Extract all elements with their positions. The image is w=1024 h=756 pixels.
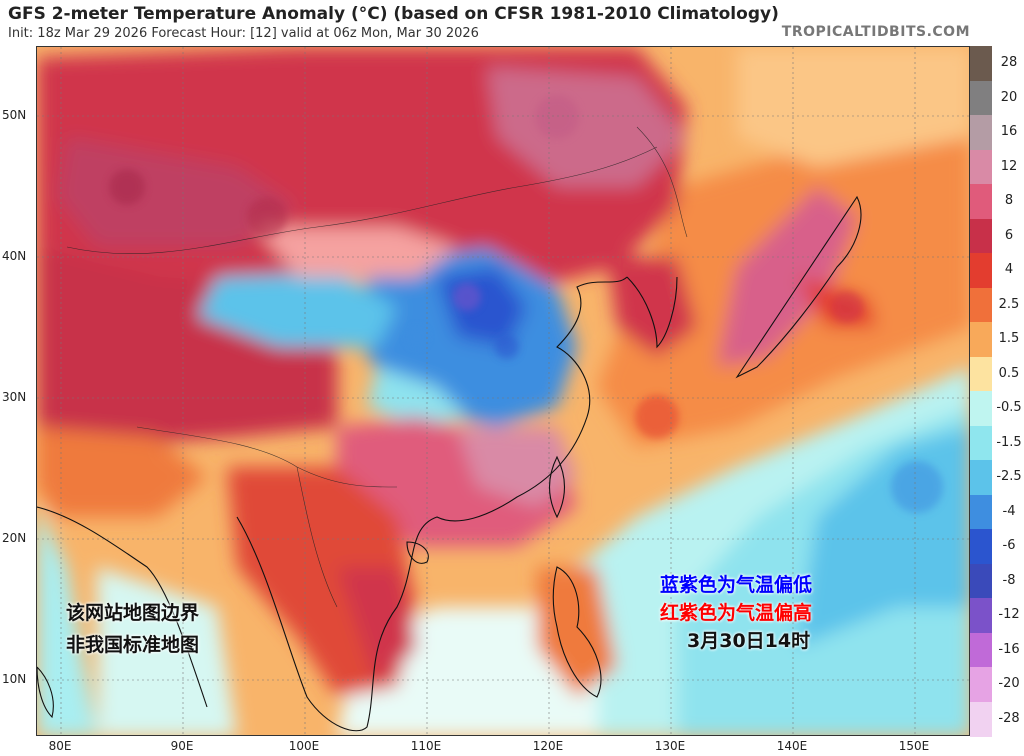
lat-label-30n: 30N <box>2 390 27 404</box>
anomaly-field <box>37 47 969 735</box>
colorbar-cell <box>970 494 992 530</box>
colorbar-label: 2.5 <box>998 296 1020 312</box>
borders <box>66 126 688 608</box>
lon-label-140e: 140E <box>776 739 808 753</box>
colorbar-label: 0.5 <box>998 365 1020 381</box>
colorbar-cell <box>970 218 992 254</box>
colorbar-cell <box>970 598 992 633</box>
colorbar-label: 6 <box>1004 227 1014 243</box>
legend-cold-note: 蓝紫色为气温偏低 <box>660 574 813 596</box>
lon-label-90e: 90E <box>170 739 194 753</box>
map-canvas <box>37 47 969 735</box>
legend-warm-note: 红紫色为气温偏高 <box>660 602 813 624</box>
colorbar-cell <box>970 253 992 288</box>
colorbar-label: -2.5 <box>996 469 1022 485</box>
brand-logo-text: TROPICALTIDBITS.COM <box>781 24 970 40</box>
lon-label-80e: 80E <box>48 739 72 753</box>
colorbar-label: 12 <box>1000 158 1018 174</box>
colorbar-label: 28 <box>1000 55 1018 71</box>
graticule <box>37 47 969 735</box>
lon-label-120e: 120E <box>532 739 564 753</box>
colorbar-label: -28 <box>998 710 1020 726</box>
anomaly-texture <box>109 95 943 513</box>
local-time-label: 3月30日14时 <box>687 630 811 652</box>
colorbar-cell <box>970 149 992 185</box>
colorbar-label: 16 <box>1000 124 1018 140</box>
colorbar-cell <box>970 563 992 599</box>
colorbar-cell <box>970 425 992 461</box>
colorbar-cell <box>970 46 992 81</box>
colorbar-cell <box>970 322 992 357</box>
lon-label-130e: 130E <box>654 739 686 753</box>
lon-label-100e: 100E <box>288 739 320 753</box>
colorbar-label: 20 <box>1000 89 1018 105</box>
map-boundary-notice-line1: 该网站地图边界 <box>66 602 200 624</box>
coastlines <box>37 195 862 732</box>
lat-label-10n: 10N <box>2 672 27 686</box>
map-title: GFS 2-meter Temperature Anomaly (°C) (ba… <box>8 4 779 24</box>
colorbar-cell <box>970 632 992 668</box>
colorbar-cell <box>970 460 992 495</box>
colorbar-cell <box>970 80 992 116</box>
colorbar-label: -12 <box>998 607 1020 623</box>
colorbar-label: -20 <box>998 676 1020 692</box>
lat-label-20n: 20N <box>2 531 27 545</box>
lat-label-50n: 50N <box>2 108 27 122</box>
colorbar-label: -6 <box>1002 538 1016 554</box>
lon-label-150e: 150E <box>898 739 930 753</box>
colorbar-cell <box>970 391 992 426</box>
colorbar-label: -1.5 <box>996 434 1022 450</box>
colorbar-label: -4 <box>1002 503 1016 519</box>
colorbar-cell <box>970 667 992 702</box>
colorbar-cell <box>970 115 992 150</box>
colorbar-cell <box>970 701 992 737</box>
map-boundary-notice-line2: 非我国标准地图 <box>66 634 200 656</box>
lat-label-40n: 40N <box>2 249 27 263</box>
colorbar-cell <box>970 529 992 564</box>
colorbar-cell <box>970 356 992 392</box>
colorbar-label: 8 <box>1004 193 1014 209</box>
colorbar-cell <box>970 287 992 323</box>
lon-label-110e: 110E <box>410 739 442 753</box>
colorbar-label: 4 <box>1004 262 1014 278</box>
colorbar-label: -8 <box>1002 572 1016 588</box>
anomaly-map <box>36 46 970 736</box>
colorbar <box>970 46 992 737</box>
colorbar-label: -0.5 <box>996 400 1022 416</box>
colorbar-label: -16 <box>998 641 1020 657</box>
colorbar-label: 1.5 <box>998 331 1020 347</box>
map-subtitle: Init: 18z Mar 29 2026 Forecast Hour: [12… <box>8 26 479 41</box>
colorbar-cell <box>970 184 992 219</box>
